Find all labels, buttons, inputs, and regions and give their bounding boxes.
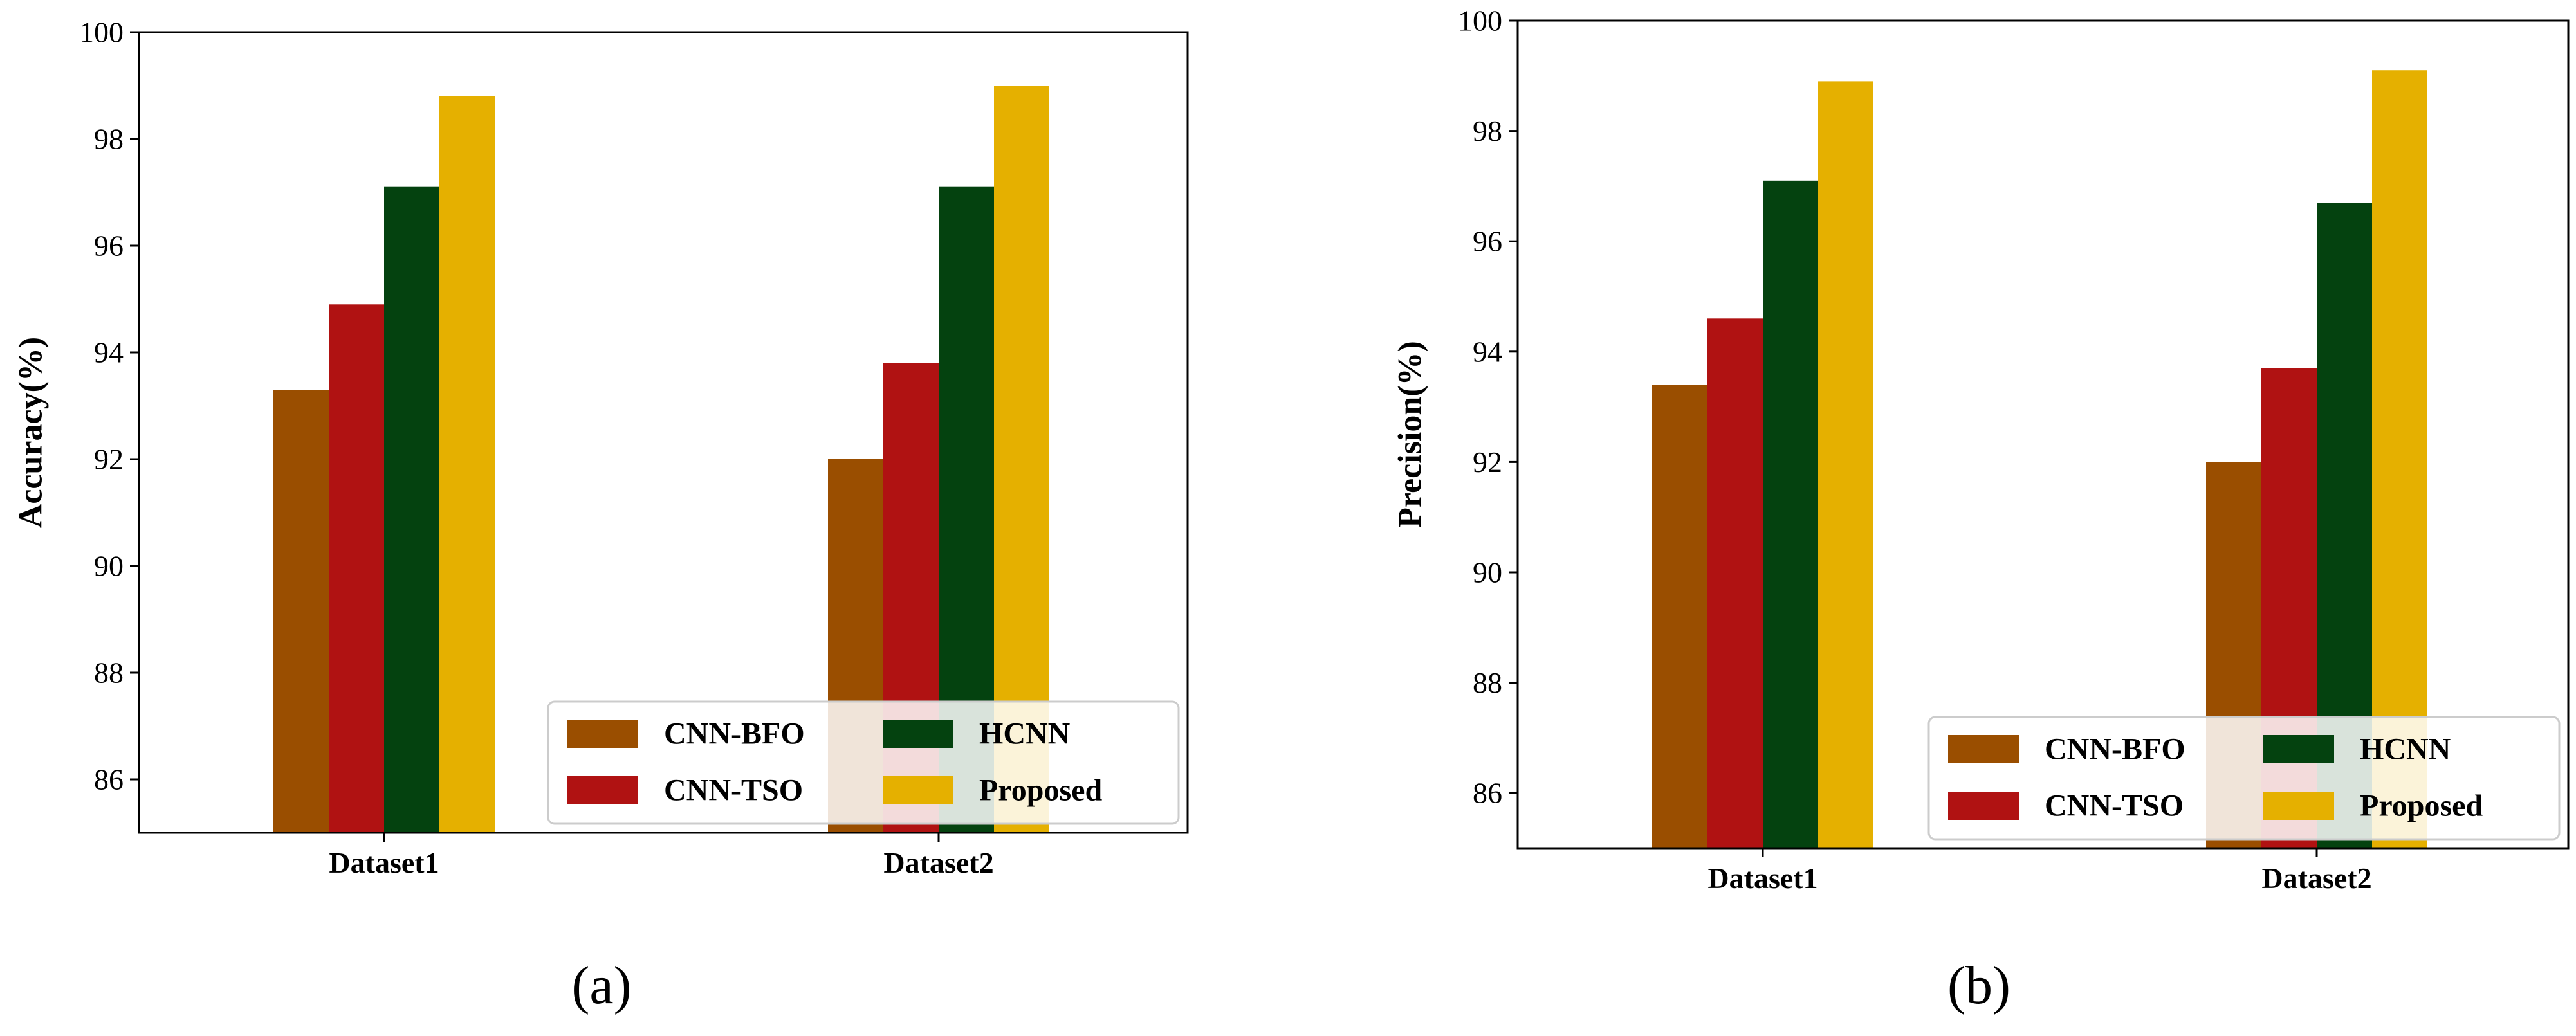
panel-label: (b) bbox=[1947, 956, 2010, 1015]
y-tick-label: 100 bbox=[79, 16, 124, 49]
chart-precision: 86 88 90 92 94 96 98 100 Dataset1 Dataset2 Precisi… bbox=[1392, 5, 2570, 1015]
legend-swatch-cnn-bfo bbox=[1948, 735, 2019, 763]
y-tick-label: 96 bbox=[94, 230, 124, 262]
bar-cnn-bfo-dataset1 bbox=[273, 390, 329, 833]
legend-label-hcnn: HCNN bbox=[979, 717, 1071, 751]
y-tick-label: 94 bbox=[94, 336, 124, 369]
y-tick-label: 90 bbox=[94, 550, 124, 583]
panel-label: (a) bbox=[571, 956, 631, 1015]
y-tick-label: 88 bbox=[1473, 666, 1502, 699]
y-tick-label: 94 bbox=[1473, 335, 1502, 368]
y-tick-label: 86 bbox=[94, 763, 124, 796]
bar-cnn-bfo-dataset1 bbox=[1652, 385, 1707, 848]
legend-label-cnn-bfo: CNN-BFO bbox=[2045, 732, 2185, 767]
bar-cnn-tso-dataset1 bbox=[329, 304, 384, 833]
y-tick-label: 90 bbox=[1473, 556, 1502, 589]
legend-swatch-cnn-tso bbox=[567, 776, 638, 804]
legend: CNN-BFO CNN-TSO HCNN Proposed bbox=[547, 700, 1180, 825]
x-tick-label: Dataset2 bbox=[883, 846, 993, 879]
bar-hcnn-dataset1 bbox=[384, 186, 439, 833]
legend-swatch-hcnn bbox=[883, 720, 953, 748]
y-tick-label: 92 bbox=[94, 443, 124, 476]
legend-label-cnn-tso: CNN-TSO bbox=[664, 774, 803, 808]
legend-swatch-proposed bbox=[2263, 792, 2334, 820]
y-tick-label: 96 bbox=[1473, 225, 1502, 258]
x-tick-label: Dataset1 bbox=[329, 846, 439, 879]
legend-label-cnn-tso: CNN-TSO bbox=[2045, 789, 2184, 823]
bar-proposed-dataset1 bbox=[1818, 81, 1873, 848]
x-tick-label: Dataset2 bbox=[2261, 862, 2371, 895]
legend-swatch-hcnn bbox=[2263, 735, 2334, 763]
legend-swatch-cnn-tso bbox=[1948, 792, 2019, 820]
y-tick-label: 86 bbox=[1473, 777, 1502, 810]
legend-box bbox=[1927, 716, 2561, 841]
y-axis-title: Precision(%) bbox=[1392, 341, 1429, 528]
y-tick-label: 88 bbox=[94, 657, 124, 689]
x-tick-label: Dataset1 bbox=[1707, 862, 1817, 895]
y-tick-label: 98 bbox=[1473, 114, 1502, 147]
chart-accuracy: 86 88 90 92 94 96 98 100 Dataset1 Dataset2 Accurac… bbox=[13, 16, 1189, 1015]
y-tick-label: 92 bbox=[1473, 446, 1502, 478]
legend-box bbox=[547, 700, 1180, 825]
y-tick-label: 100 bbox=[1458, 5, 1502, 37]
bar-cnn-tso-dataset1 bbox=[1707, 318, 1763, 848]
legend-swatch-cnn-bfo bbox=[567, 720, 638, 748]
legend: CNN-BFO CNN-TSO HCNN Proposed bbox=[1927, 716, 2561, 841]
y-tick-label: 98 bbox=[94, 123, 124, 156]
legend-label-hcnn: HCNN bbox=[2360, 732, 2451, 767]
legend-swatch-proposed bbox=[883, 776, 953, 804]
bar-proposed-dataset1 bbox=[439, 96, 495, 833]
legend-label-proposed: Proposed bbox=[2360, 789, 2483, 823]
legend-label-proposed: Proposed bbox=[979, 774, 1102, 808]
plot-frame bbox=[138, 31, 1189, 834]
bar-hcnn-dataset1 bbox=[1763, 180, 1818, 848]
y-axis-title: Accuracy(%) bbox=[13, 337, 50, 528]
legend-label-cnn-bfo: CNN-BFO bbox=[664, 717, 805, 751]
plot-frame bbox=[1516, 19, 2570, 850]
